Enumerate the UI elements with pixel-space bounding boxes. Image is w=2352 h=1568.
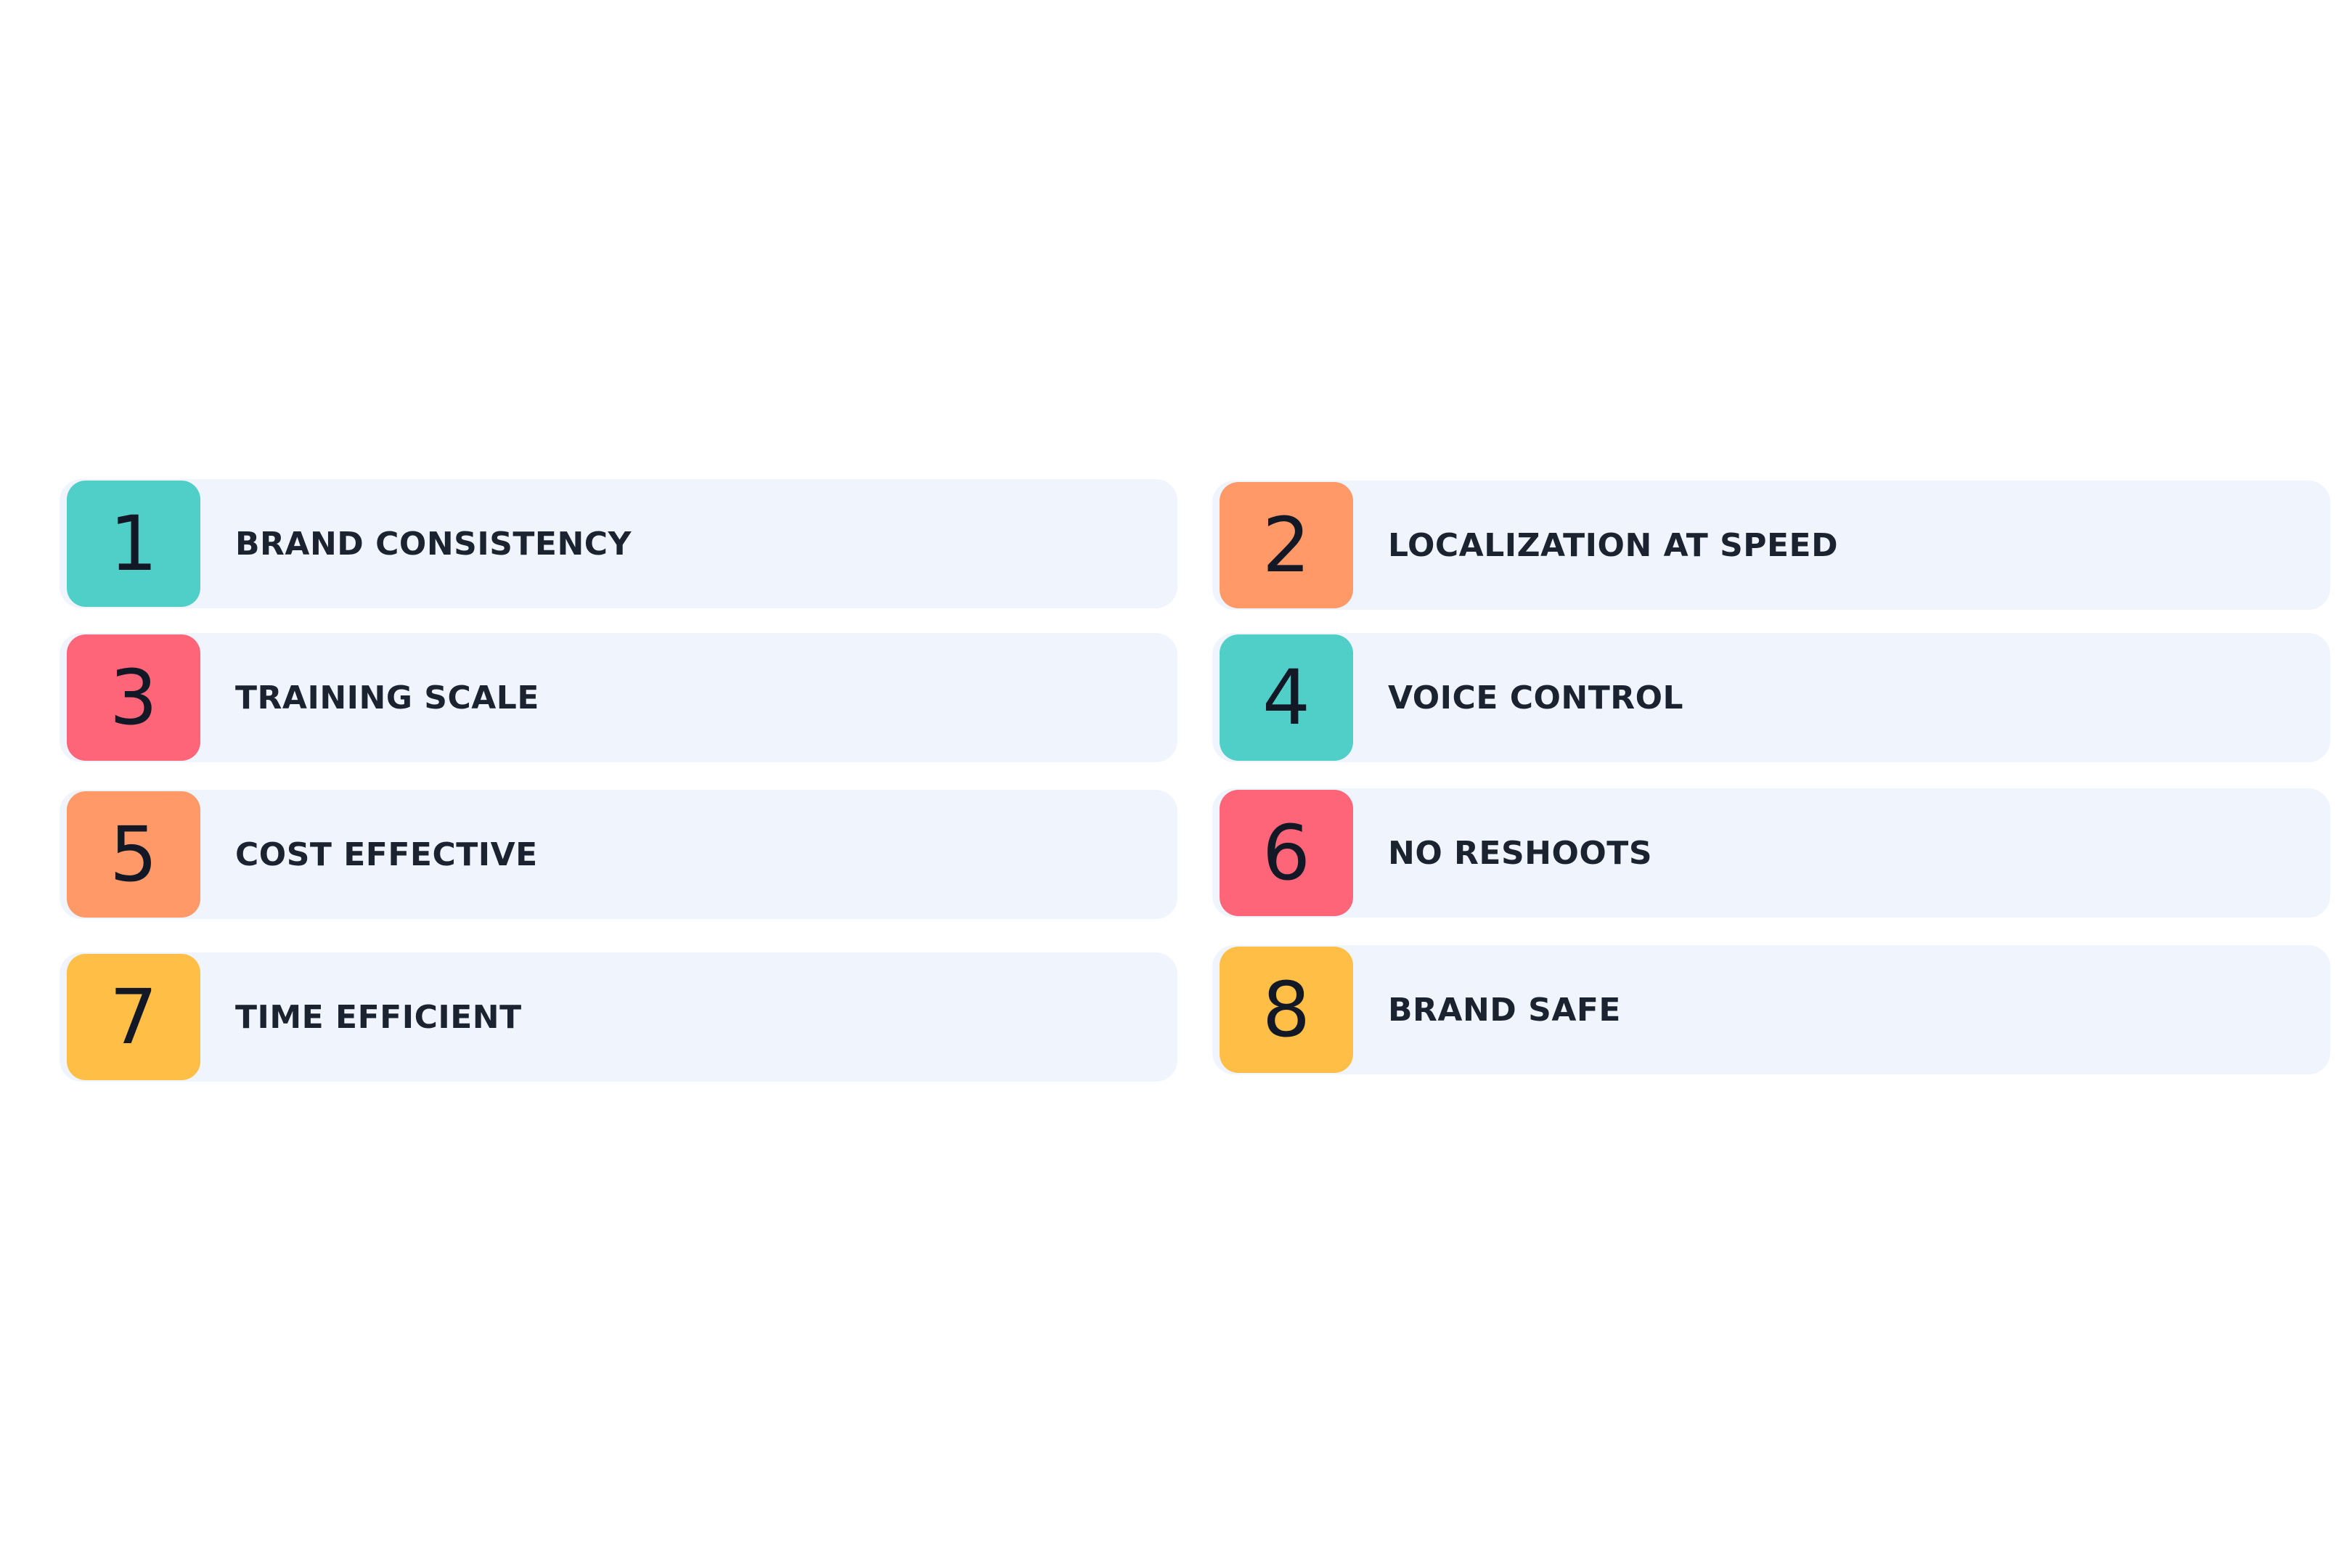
list-item: 2 LOCALIZATION AT SPEED bbox=[1212, 481, 2330, 610]
number-badge: 2 bbox=[1220, 482, 1353, 608]
number-badge: 6 bbox=[1220, 790, 1353, 916]
item-label: LOCALIZATION AT SPEED bbox=[1388, 526, 1839, 564]
list-item: 4 VOICE CONTROL bbox=[1212, 633, 2330, 762]
item-label: COST EFFECTIVE bbox=[235, 836, 538, 873]
number-badge: 7 bbox=[67, 954, 200, 1080]
item-label: BRAND SAFE bbox=[1388, 991, 1621, 1029]
item-label: BRAND CONSISTENCY bbox=[235, 525, 632, 563]
list-item: 5 COST EFFECTIVE bbox=[60, 790, 1177, 919]
item-label: TRAINING SCALE bbox=[235, 679, 539, 716]
item-label: NO RESHOOTS bbox=[1388, 834, 1653, 872]
list-item: 7 TIME EFFICIENT bbox=[60, 952, 1177, 1082]
list-item: 3 TRAINING SCALE bbox=[60, 633, 1177, 762]
number-badge: 3 bbox=[67, 634, 200, 761]
number-badge: 1 bbox=[67, 481, 200, 607]
list-item: 8 BRAND SAFE bbox=[1212, 945, 2330, 1074]
number-badge: 5 bbox=[67, 791, 200, 918]
number-badge: 4 bbox=[1220, 634, 1353, 761]
item-label: TIME EFFICIENT bbox=[235, 998, 522, 1036]
list-item: 1 BRAND CONSISTENCY bbox=[60, 479, 1177, 608]
list-item: 6 NO RESHOOTS bbox=[1212, 788, 2330, 918]
item-label: VOICE CONTROL bbox=[1388, 679, 1684, 716]
number-badge: 8 bbox=[1220, 947, 1353, 1073]
